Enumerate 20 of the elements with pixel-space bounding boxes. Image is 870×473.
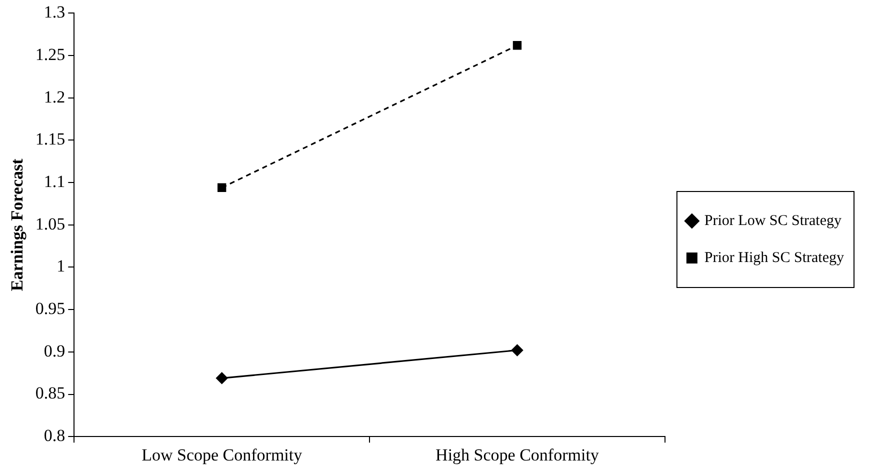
y-tick-label: 0.95	[35, 299, 66, 318]
y-tick-label: 1	[56, 256, 66, 276]
y-tick-label: 1.25	[35, 45, 66, 64]
point	[511, 344, 524, 356]
point	[218, 183, 226, 192]
y-tick-label: 1.2	[44, 87, 66, 106]
y-tick-label: 1.05	[35, 214, 66, 234]
legend-label: Prior Low SC Strategy	[704, 212, 842, 229]
y-tick-label: 0.85	[35, 384, 66, 403]
y-tick-label: 1.15	[35, 130, 66, 149]
y-tick-label: 0.9	[44, 341, 66, 360]
x-tick-label: Low Scope Conformity	[142, 445, 303, 464]
y-tick-label: 0.8	[44, 426, 66, 446]
y-tick-label: 1.3	[44, 2, 66, 22]
x-tick-label: High Scope Conformity	[436, 445, 600, 464]
y-axis-title: Earnings Forecast	[8, 158, 27, 292]
y-tick-label: 1.1	[44, 172, 66, 192]
point	[512, 41, 522, 50]
point	[216, 372, 228, 384]
legend-label: Prior High SC Strategy	[704, 250, 844, 266]
